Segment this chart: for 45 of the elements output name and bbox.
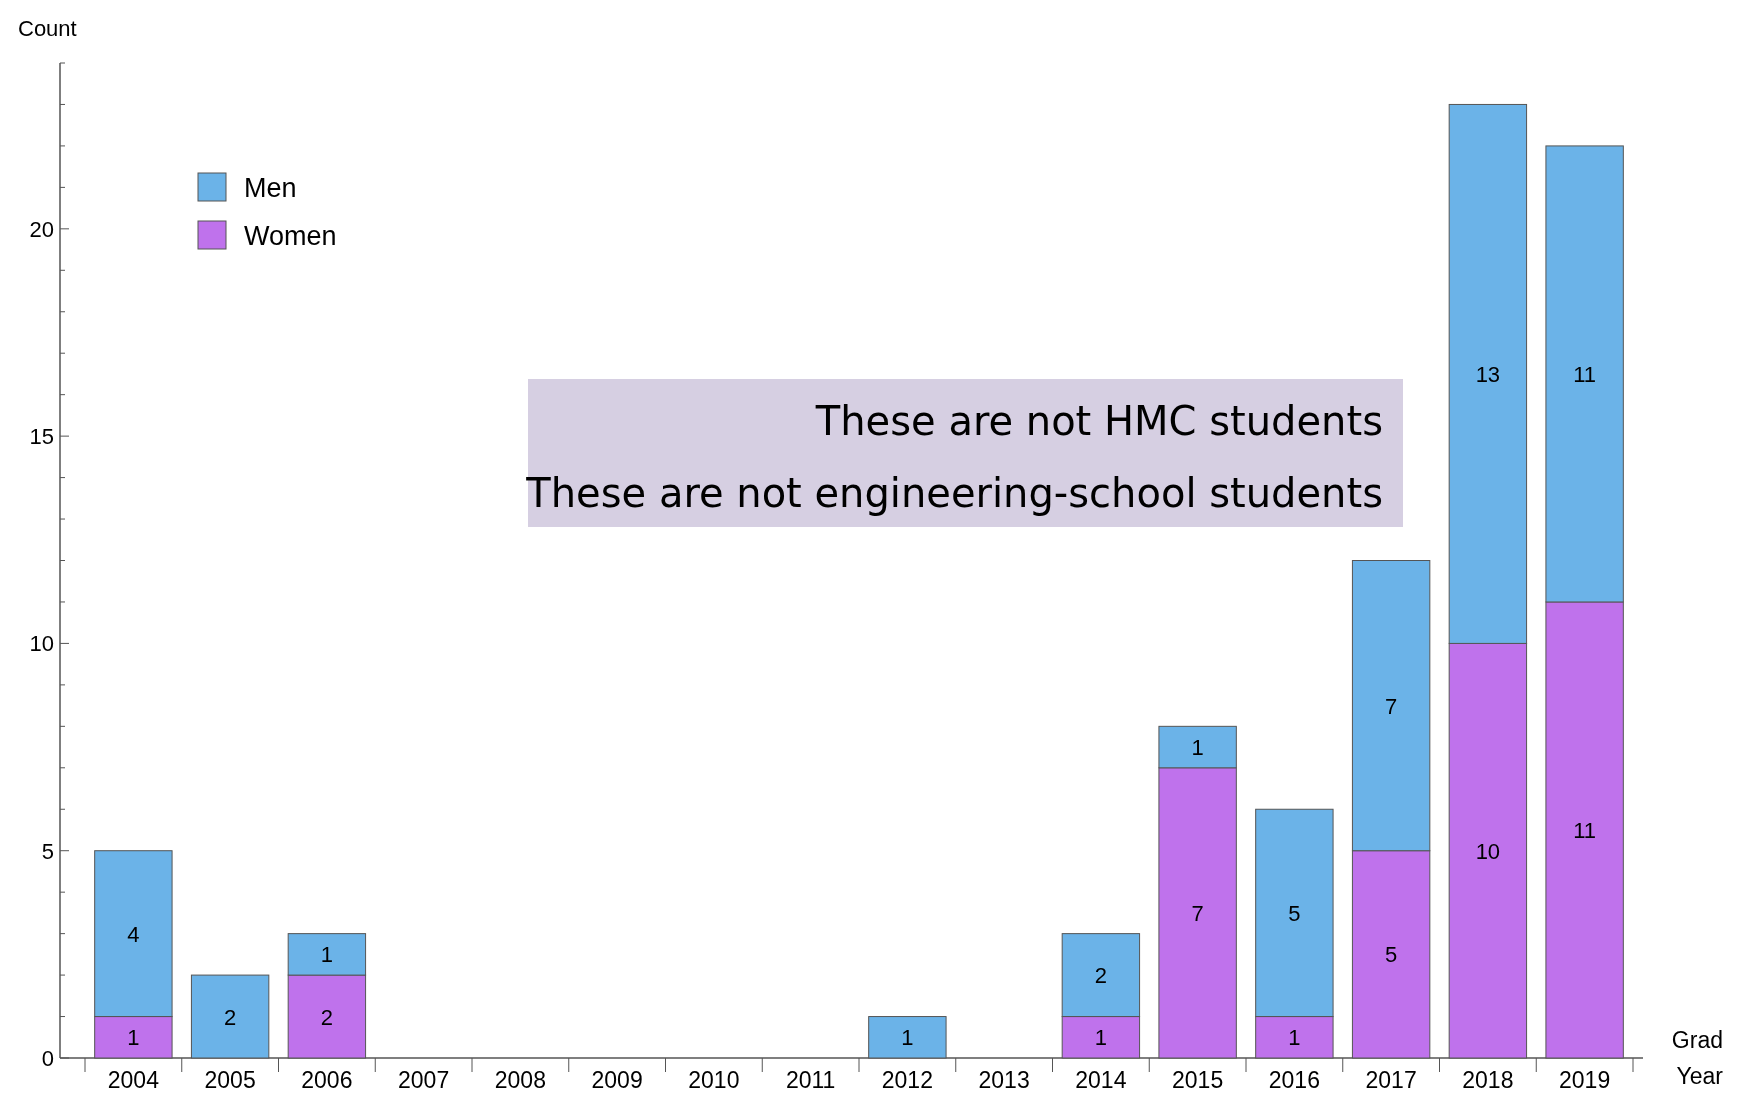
y-tick-label: 15: [29, 424, 54, 450]
y-axis-title: Count: [18, 16, 77, 41]
x-tick-label: 2019: [1559, 1067, 1611, 1093]
data-label: 5: [1288, 900, 1301, 926]
data-label: 10: [1475, 838, 1501, 864]
data-label: 7: [1191, 900, 1204, 926]
y-tick-label: 20: [29, 216, 54, 242]
data-label: 1: [1288, 1025, 1301, 1051]
y-tick-label: 0: [41, 1046, 54, 1071]
data-label: 2: [224, 1004, 237, 1030]
data-label: 2: [320, 1004, 333, 1030]
x-tick-label: 2013: [978, 1067, 1030, 1093]
x-tick-label: 2007: [398, 1067, 450, 1093]
x-axis-title: Grad Year: [1671, 1027, 1724, 1089]
data-label: 7: [1385, 693, 1398, 719]
x-tick-label: 2011: [785, 1067, 836, 1093]
y-tick-label: 5: [41, 838, 54, 864]
x-tick-label: 2008: [494, 1067, 546, 1093]
legend-label: Men: [244, 173, 297, 203]
data-label: 11: [1573, 361, 1597, 387]
x-tick-label: 2015: [1172, 1067, 1224, 1093]
data-label: 11: [1573, 817, 1597, 843]
x-tick-label: 2005: [204, 1067, 256, 1093]
x-tick-label: 2016: [1268, 1067, 1320, 1093]
data-label: 1: [320, 942, 333, 968]
x-tick-label: 2004: [107, 1067, 160, 1093]
data-label: 1: [1191, 735, 1204, 761]
x-tick-label: 2006: [301, 1067, 353, 1093]
x-tick-label: 2010: [688, 1067, 740, 1093]
annotation: These are not HMC students: [814, 398, 1383, 444]
x-tick-label: 2017: [1365, 1067, 1417, 1093]
data-label: 13: [1475, 361, 1501, 387]
data-label: 1: [1094, 1025, 1107, 1051]
data-label: 1: [127, 1025, 140, 1051]
data-label: 5: [1385, 942, 1398, 968]
legend-label: Women: [244, 221, 337, 251]
data-label: 2: [1094, 963, 1107, 989]
x-tick-label: 2009: [591, 1067, 643, 1093]
x-tick-label: 2018: [1462, 1067, 1514, 1093]
annotation: These are not engineering-school students: [525, 470, 1383, 516]
y-tick-label: 10: [29, 631, 54, 657]
x-tick-label: 2012: [881, 1067, 933, 1093]
data-label: 1: [901, 1025, 914, 1051]
data-label: 4: [127, 921, 140, 947]
x-tick-label: 2014: [1075, 1067, 1127, 1093]
